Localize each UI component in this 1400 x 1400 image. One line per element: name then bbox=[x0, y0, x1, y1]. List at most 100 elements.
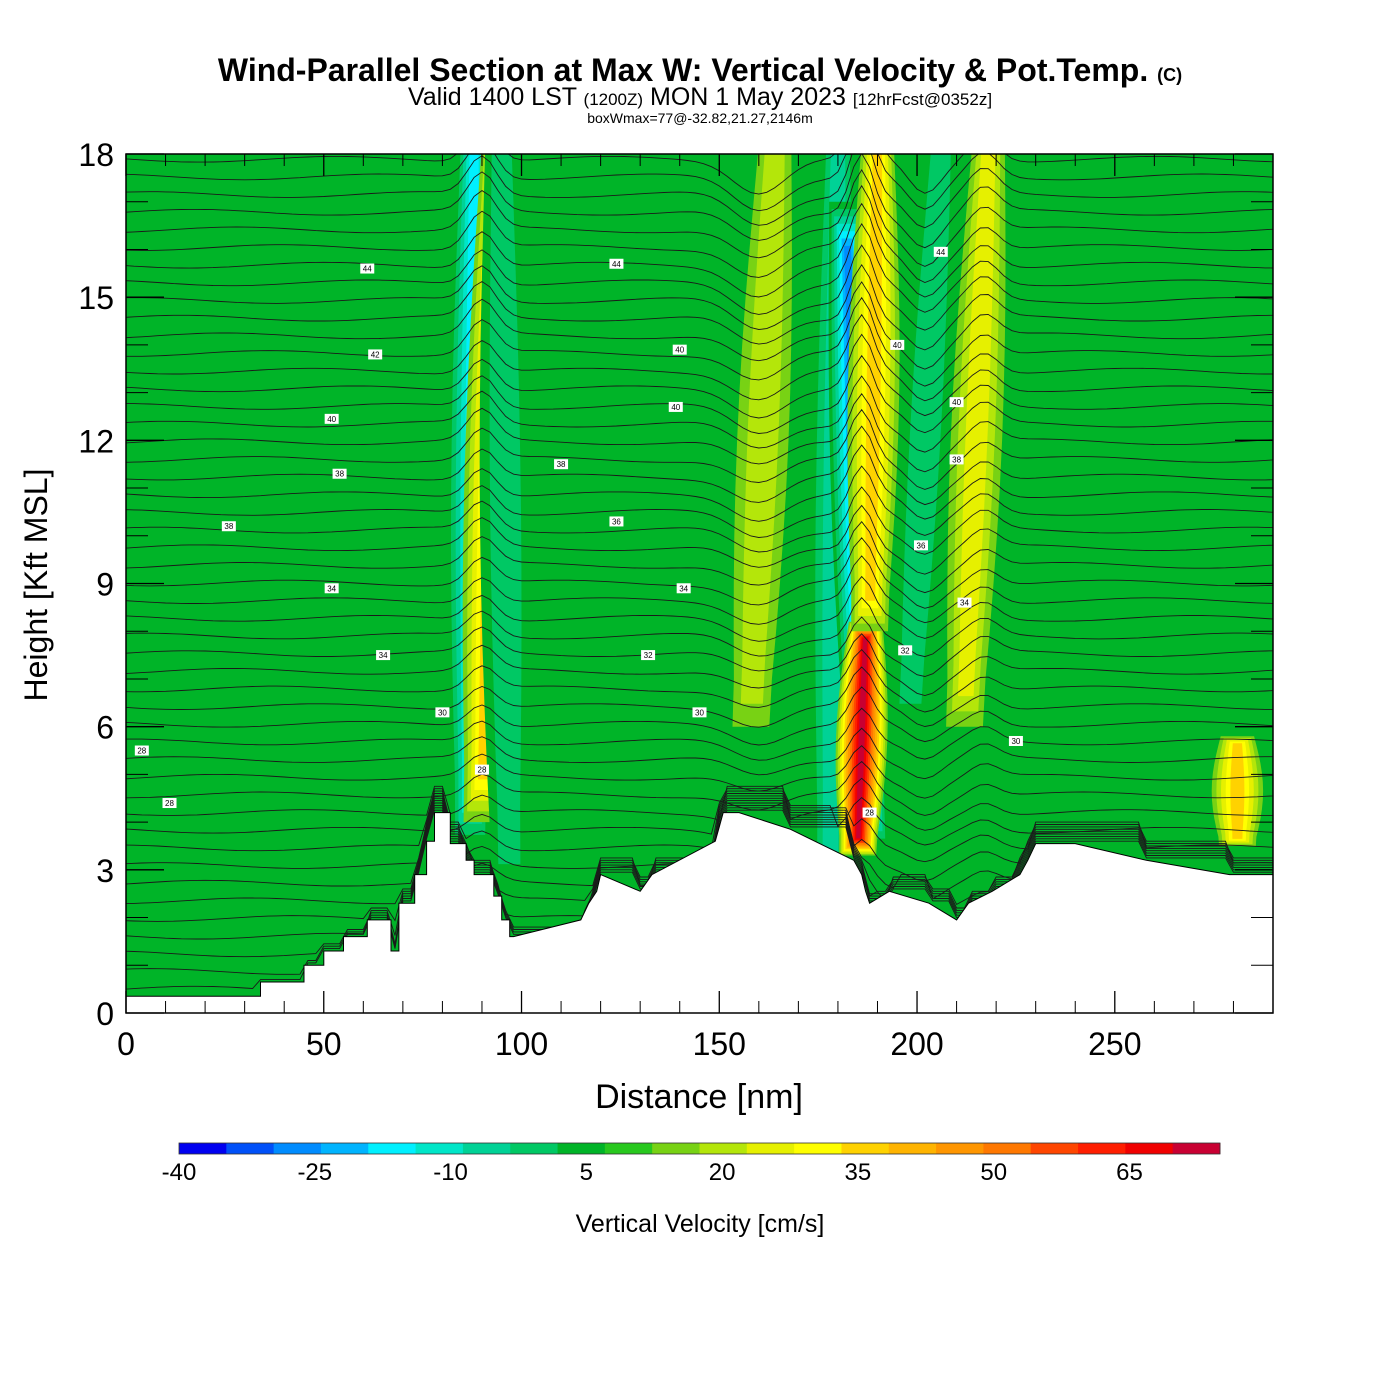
theta-contour bbox=[126, 790, 1273, 863]
colorbar-tick-label: -25 bbox=[297, 1159, 332, 1186]
contour-label: 28 bbox=[865, 809, 874, 818]
colorbar-swatch bbox=[746, 1143, 795, 1154]
colorbar-tick-label: 65 bbox=[1116, 1159, 1143, 1186]
contour-label-bg bbox=[668, 401, 683, 412]
w-band-8-1 bbox=[899, 154, 951, 704]
theta-contour bbox=[126, 244, 1273, 331]
theta-contour bbox=[126, 313, 1273, 402]
valid-time: Valid 1400 LST bbox=[407, 83, 577, 111]
theta-contour bbox=[126, 555, 1273, 625]
colorbar-swatch bbox=[273, 1143, 322, 1154]
theta-contour bbox=[126, 375, 1273, 453]
contour-label: 34 bbox=[960, 599, 969, 608]
contour-label: 44 bbox=[363, 265, 372, 274]
theta-contour bbox=[126, 444, 1273, 522]
theta-contour bbox=[126, 707, 1273, 761]
theta-contour bbox=[126, 575, 1273, 642]
theta-contour bbox=[126, 616, 1273, 677]
colorbar-swatch bbox=[699, 1143, 748, 1154]
colorbar: -40 -25 -10 5 20 35 50 65 bbox=[162, 1142, 1221, 1186]
contour-label: 40 bbox=[671, 403, 680, 412]
theta-contour bbox=[126, 686, 1273, 746]
theta-contour bbox=[126, 777, 1273, 831]
theta-contour bbox=[126, 788, 1273, 846]
contour-label: 34 bbox=[379, 651, 388, 660]
theta-contour bbox=[126, 184, 1273, 283]
colorbar-label: Vertical Velocity [cm/s] bbox=[576, 1210, 825, 1238]
chart-subtitle: Valid 1400 LST (1200Z) MON 1 May 2023 [1… bbox=[0, 84, 1400, 113]
contour-label-bg bbox=[913, 540, 928, 551]
theta-contour bbox=[126, 597, 1273, 658]
contour-label: 40 bbox=[327, 415, 336, 424]
plot-area: 44 44 44 42 40 40 40 40 40 38 38 38 38 36 36 34 34 34 34 32… bbox=[126, 154, 1273, 1013]
theta-contour bbox=[126, 223, 1273, 315]
contour-label: 36 bbox=[612, 517, 621, 526]
colorbar-swatch bbox=[652, 1143, 700, 1154]
theta-contour bbox=[126, 296, 1273, 387]
theta-contour bbox=[126, 393, 1273, 473]
contour-label-bg bbox=[435, 707, 450, 718]
contour-label-bg bbox=[672, 344, 687, 355]
contour-label: 30 bbox=[695, 708, 704, 717]
w-band-2-1 bbox=[489, 154, 522, 865]
contour-label: 40 bbox=[675, 346, 684, 355]
theta-contour bbox=[126, 537, 1273, 609]
contour-label: 38 bbox=[335, 470, 344, 479]
contour-label-bg bbox=[376, 650, 391, 661]
colorbar-swatch bbox=[320, 1143, 369, 1154]
colorbar-swatch bbox=[1078, 1143, 1126, 1154]
contour-label-bg bbox=[332, 468, 347, 479]
box-info: boxWmax=77@-32.82,21.27,2146m bbox=[587, 110, 813, 126]
x-tick-label: 100 bbox=[495, 1026, 548, 1062]
contour-label-bg bbox=[221, 521, 236, 532]
colorbar-swatch bbox=[462, 1143, 511, 1154]
theta-contour bbox=[126, 465, 1273, 538]
forecast-info: [12hrFcst@0352z] bbox=[852, 90, 993, 109]
theta-contour bbox=[126, 333, 1273, 419]
contour-label-bg bbox=[890, 339, 905, 350]
contour-label-bg bbox=[609, 516, 624, 527]
theta-contour bbox=[126, 633, 1273, 696]
contour-label-bg bbox=[949, 454, 964, 465]
contour-label-bg bbox=[324, 413, 339, 424]
theta-contour bbox=[126, 425, 1273, 506]
contour-label: 36 bbox=[917, 541, 926, 550]
contour-label: 30 bbox=[438, 708, 447, 717]
theta-contour bbox=[126, 408, 1273, 490]
x-tick-label: 200 bbox=[890, 1026, 943, 1062]
y-tick-label: 12 bbox=[78, 423, 114, 459]
contour-label-bg bbox=[368, 349, 383, 360]
contour-label: 40 bbox=[952, 398, 961, 407]
contour-label: 44 bbox=[612, 260, 621, 269]
colorbar-swatch bbox=[368, 1143, 416, 1154]
contour-label: 28 bbox=[137, 747, 146, 756]
contour-label-bg bbox=[949, 397, 964, 408]
x-tick-label: 0 bbox=[117, 1026, 135, 1062]
colorbar-swatch bbox=[179, 1143, 227, 1154]
contour-label: 28 bbox=[165, 799, 174, 808]
colorbar-swatch bbox=[557, 1143, 606, 1154]
contour-label: 32 bbox=[644, 651, 653, 660]
colorbar-tick-label: 35 bbox=[845, 1159, 872, 1186]
chart-title: Wind-Parallel Section at Max W: Vertical… bbox=[0, 52, 1400, 89]
colorbar-swatch bbox=[226, 1143, 275, 1154]
contour-label-bg bbox=[324, 583, 339, 594]
theta-contour bbox=[126, 154, 1273, 229]
contour-label: 38 bbox=[952, 455, 961, 464]
colorbar-tick-label: -40 bbox=[162, 1159, 197, 1186]
colorbar-swatch bbox=[983, 1143, 1032, 1154]
terrain-mask bbox=[126, 812, 1273, 1013]
contour-label-bg bbox=[554, 459, 569, 470]
contour-label: 44 bbox=[936, 248, 945, 257]
contour-label-bg bbox=[641, 650, 656, 661]
contour-label: 28 bbox=[478, 766, 487, 775]
contour-label: 42 bbox=[371, 350, 380, 359]
theta-contour bbox=[126, 727, 1273, 780]
contour-label-bg bbox=[957, 597, 972, 608]
contour-label-bg bbox=[676, 583, 691, 594]
y-tick-label: 9 bbox=[96, 567, 114, 603]
contour-label-bg bbox=[609, 258, 624, 269]
contour-label-bg bbox=[933, 246, 948, 257]
utc-time: (1200Z) bbox=[583, 90, 644, 109]
